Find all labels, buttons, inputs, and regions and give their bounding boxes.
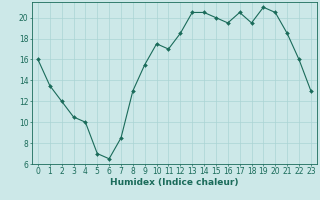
X-axis label: Humidex (Indice chaleur): Humidex (Indice chaleur) [110, 178, 239, 187]
